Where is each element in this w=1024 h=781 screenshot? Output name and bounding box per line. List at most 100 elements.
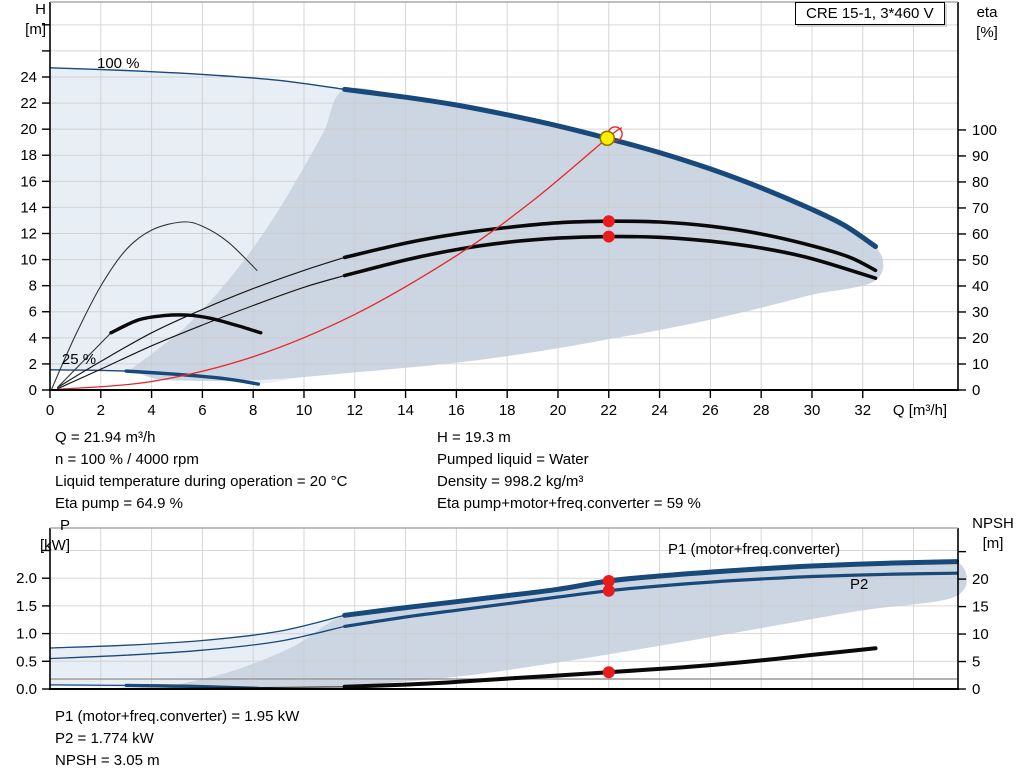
y-right-tick-label: 70 [972, 200, 989, 217]
y-right-tick-label: 80 [972, 174, 989, 191]
axes [49, 527, 959, 690]
y-left-tick-label: 0.0 [16, 681, 37, 698]
eta-total-point [602, 230, 615, 243]
curve-label: 100 % [97, 55, 140, 72]
y-left-tick-label: 14 [20, 199, 37, 216]
npsh-axis-label: NPSH [m] [972, 515, 1014, 552]
p1-thin [49, 614, 346, 649]
info-eta-pump: Eta pump = 64.9 % [55, 495, 183, 512]
x-tick-label: 24 [651, 402, 668, 419]
x-tick-label: 12 [346, 402, 363, 419]
power-envelope-dark [164, 559, 967, 689]
x-tick-label: 10 [296, 402, 313, 419]
grid-lines [50, 2, 958, 390]
eta-pump [342, 219, 878, 273]
y-left-tick-label: 8 [29, 278, 37, 295]
npsh-point [602, 666, 615, 679]
y-left-tick-label: 6 [29, 304, 37, 321]
duty-info-left: Q = 21.94 m³/h n = 100 % / 4000 rpm Liqu… [55, 427, 347, 515]
curve-label: P2 [850, 576, 868, 593]
x-tick-label: 14 [397, 402, 414, 419]
curve-label: P1 (motor+freq.converter) [668, 541, 840, 558]
curve-label: 25 % [62, 351, 96, 368]
qh-25 [124, 369, 260, 386]
p2-point [602, 584, 615, 597]
x-tick-label: 32 [854, 402, 871, 419]
y-left-tick-label: 2.0 [16, 570, 37, 587]
info-n: n = 100 % / 4000 rpm [55, 451, 199, 468]
h-axis-label: H [m] [25, 1, 46, 38]
y-right-tick-label: 10 [972, 626, 989, 643]
info-p2: P2 = 1.774 kW [55, 730, 154, 747]
eta-pump-point [602, 215, 615, 228]
y-right-tick-label: 0 [972, 382, 980, 399]
y-left-tick-label: 1.0 [16, 626, 37, 643]
y-right-tick-label: 90 [972, 148, 989, 165]
x-tick-label: 4 [147, 402, 155, 419]
y-right-tick-label: 30 [972, 304, 989, 321]
p1 [342, 559, 960, 618]
x-tick-label: 2 [97, 402, 105, 419]
x-tick-label: 8 [249, 402, 257, 419]
x-tick-label: 20 [550, 402, 567, 419]
y-left-tick-label: 10 [20, 252, 37, 269]
x-tick-label: 6 [198, 402, 206, 419]
y-right-tick-label: 60 [972, 226, 989, 243]
y-left-tick-label: 0 [29, 382, 37, 399]
p-25-thin [49, 684, 127, 686]
qh-25-thin [49, 369, 127, 372]
power-info: P1 (motor+freq.converter) = 1.95 kW P2 =… [55, 706, 299, 772]
eta-25-arch [50, 221, 258, 391]
info-pumped-liquid: Pumped liquid = Water [437, 451, 589, 468]
y-left-tick-label: 4 [29, 330, 37, 347]
y-left-tick-label: 2 [29, 356, 37, 373]
y-left-tick-label: 12 [20, 225, 37, 242]
x-tick-label: 22 [600, 402, 617, 419]
eta-pump-thin [57, 256, 346, 388]
info-npsh: NPSH = 3.05 m [55, 752, 160, 769]
y-right-tick-label: 20 [972, 571, 989, 588]
y-left-tick-label: 22 [20, 95, 37, 112]
y-left-tick-label: 0.5 [16, 653, 37, 670]
info-density: Density = 998.2 kg/m³ [437, 473, 584, 490]
info-q: Q = 21.94 m³/h [55, 429, 156, 446]
x-tick-label: 18 [499, 402, 516, 419]
duty-info-right: H = 19.3 m Pumped liquid = Water Density… [437, 427, 701, 515]
y-left-tick-label: 18 [20, 147, 37, 164]
chart-0: 0 2 4 6 8 10 12 14 16 18 20 22 24 26 28 30 32 Q [m³/h]024… [20, 1, 997, 419]
x-axis-unit-label: Q [m³/h] [893, 402, 947, 419]
eta-axis-label: eta [%] [976, 4, 998, 41]
grid-lines [50, 528, 958, 689]
eta-25-total [109, 313, 263, 335]
y-left-tick-label: 24 [20, 69, 37, 86]
info-liquid-temp: Liquid temperature during operation = 20… [55, 473, 348, 490]
y-right-tick-label: 20 [972, 330, 989, 347]
y-right-tick-label: 0 [972, 681, 980, 698]
x-tick-label: 0 [46, 402, 54, 419]
x-tick-label: 16 [448, 402, 465, 419]
p-axis-label: P [kW] [40, 517, 70, 554]
duty-point [599, 130, 616, 147]
y-left-tick-label: 16 [20, 173, 37, 190]
x-tick-label: 30 [804, 402, 821, 419]
qh-100-thin [49, 67, 346, 91]
info-eta-total: Eta pump+motor+freq.converter = 59 % [437, 495, 701, 512]
x-tick-label: 28 [753, 402, 770, 419]
info-h: H = 19.3 m [437, 429, 511, 446]
eta-total-thin [57, 275, 346, 390]
qh-100 [342, 86, 878, 249]
y-left-tick-label: 20 [20, 121, 37, 138]
p1-point [602, 574, 615, 587]
chart-1: 0.0 0.5 1.0 1.5 2.0 0 5 10 15 20 P1 (motor+freq.co… [16, 527, 989, 698]
x-tick-label: 26 [702, 402, 719, 419]
p2-thin [49, 625, 346, 660]
y-right-tick-label: 5 [972, 654, 980, 671]
y-right-tick-label: 100 [972, 122, 997, 139]
y-right-tick-label: 40 [972, 278, 989, 295]
y-left-tick-label: 1.5 [16, 598, 37, 615]
y-right-tick-label: 15 [972, 599, 989, 616]
system-curve [56, 127, 623, 390]
y-right-tick-label: 50 [972, 252, 989, 269]
